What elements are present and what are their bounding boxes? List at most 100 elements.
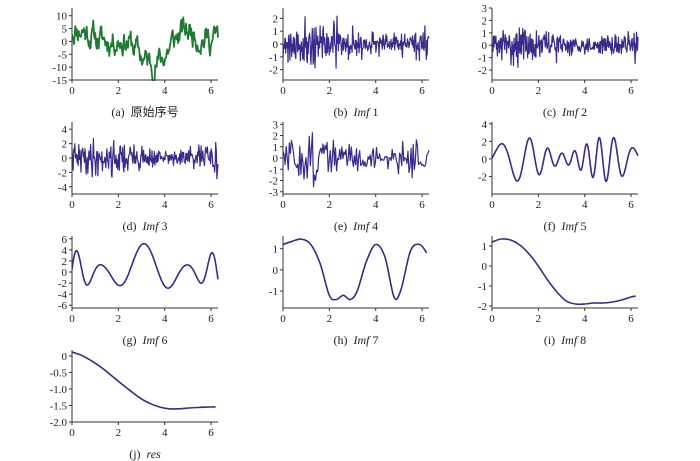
y-tick-label: -1.5	[50, 400, 68, 412]
series-line-1	[72, 16, 219, 81]
x-tick-label: 6	[628, 199, 634, 211]
x-tick-label: 4	[373, 199, 379, 211]
x-tick-label: 4	[162, 313, 168, 325]
y-tick-label: 2	[273, 13, 279, 25]
y-tick-label: -4	[58, 182, 68, 194]
y-tick-label: -2	[478, 65, 487, 77]
x-tick-label: 6	[208, 85, 214, 97]
y-tick-label: -0.5	[50, 367, 68, 379]
y-tick-label: 5	[62, 24, 68, 36]
panel-caption: (h) Imf 7	[334, 333, 379, 347]
caption-italic: Imf	[560, 333, 579, 347]
caption-italic: Imf	[561, 105, 580, 119]
y-tick-label: 0	[482, 40, 488, 52]
caption-tail: 5	[578, 219, 587, 233]
y-tick-label: -10	[52, 62, 67, 74]
x-tick-label: 2	[536, 313, 542, 325]
y-tick-label: 4	[482, 119, 488, 131]
panel-9: 0 2 4 6 1 0 -1 -2 (i) Imf 8	[478, 236, 638, 347]
y-tick-label: 3	[482, 3, 488, 15]
y-tick-label: -2	[58, 167, 67, 179]
series-line-9	[492, 238, 636, 306]
caption-tail: 1	[370, 105, 379, 119]
y-tick-label: -2	[269, 65, 278, 77]
x-tick-label: 6	[208, 427, 214, 439]
y-tick-label: 1	[273, 26, 279, 38]
x-tick-label: 0	[280, 85, 286, 97]
y-tick-label: -1	[478, 53, 487, 65]
caption-label: (a)	[111, 105, 130, 119]
panel-caption: (f) Imf 5	[544, 219, 587, 233]
y-tick-label: 2	[482, 136, 488, 148]
y-tick-label: -2	[58, 278, 67, 290]
x-tick-label: 2	[116, 427, 122, 439]
x-tick-label: 0	[489, 313, 495, 325]
caption-italic: Imf	[142, 333, 161, 347]
caption-italic: Imf	[353, 333, 372, 347]
caption-label: (f)	[544, 219, 562, 233]
x-tick-label: 4	[582, 85, 588, 97]
y-tick-label: -2	[269, 176, 278, 188]
y-tick-label: 0	[62, 36, 68, 48]
y-tick-label: 0	[273, 265, 279, 277]
caption-italic: Imf	[142, 219, 161, 233]
caption-tail: 8	[577, 333, 586, 347]
caption-italic: Imf	[353, 105, 372, 119]
y-tick-label: 2	[62, 139, 68, 151]
y-tick-label: 4	[62, 124, 68, 136]
caption-tail: 6	[159, 333, 168, 347]
caption-tail: 原始序号	[131, 104, 179, 119]
x-tick-label: 4	[373, 313, 379, 325]
caption-label: (d)	[123, 219, 143, 233]
x-tick-label: 2	[327, 313, 333, 325]
x-tick-label: 4	[162, 199, 168, 211]
caption-label: (i)	[544, 333, 561, 347]
y-tick-label: -3	[269, 187, 279, 199]
series-line-2	[283, 15, 430, 69]
y-tick-label: -1	[269, 286, 278, 298]
x-tick-label: 6	[419, 313, 425, 325]
x-tick-label: 6	[419, 199, 425, 211]
caption-label: (c)	[543, 105, 562, 119]
y-tick-label: 0	[273, 39, 279, 51]
x-tick-label: 2	[116, 313, 122, 325]
caption-tail: 3	[159, 219, 168, 233]
panel-caption: (e) Imf 4	[334, 219, 378, 233]
y-tick-label: -2.0	[50, 417, 68, 429]
x-tick-label: 0	[280, 199, 286, 211]
caption-tail: 4	[369, 219, 378, 233]
y-tick-label: 1	[273, 244, 279, 256]
y-tick-label: 0	[482, 261, 488, 273]
panel-caption: (j) res	[129, 447, 161, 461]
y-tick-label: 10	[56, 11, 68, 23]
x-tick-label: 0	[69, 199, 75, 211]
panel-8: 0 2 4 6 1 0 -1 (h) Imf 7	[269, 236, 429, 347]
y-tick-label: 0	[273, 153, 279, 165]
x-tick-label: 2	[116, 199, 122, 211]
caption-label: (g)	[123, 333, 143, 347]
y-tick-label: 0	[482, 154, 488, 166]
panel-6: 0 2 4 6 4 2 0 -2 (f) Imf 5	[478, 119, 639, 233]
y-tick-label: 4	[62, 245, 68, 257]
y-tick-label: 6	[62, 234, 68, 246]
x-tick-label: 4	[582, 199, 588, 211]
x-tick-label: 6	[208, 199, 214, 211]
x-tick-label: 4	[162, 427, 168, 439]
panel-caption: (g) Imf 6	[123, 333, 168, 347]
y-tick-label: 0	[62, 351, 68, 363]
x-tick-label: 6	[628, 313, 634, 325]
caption-tail: 2	[578, 105, 587, 119]
y-tick-label: -4	[58, 289, 68, 301]
series-line-8	[283, 238, 428, 301]
x-tick-label: 0	[69, 427, 75, 439]
x-tick-label: 2	[536, 85, 542, 97]
series-line-7	[72, 242, 219, 289]
y-tick-label: 0	[62, 153, 68, 165]
y-tick-label: 1	[482, 241, 488, 253]
caption-tail: 7	[370, 333, 379, 347]
x-tick-label: 4	[162, 85, 168, 97]
panel-caption: (c) Imf 2	[543, 105, 587, 119]
